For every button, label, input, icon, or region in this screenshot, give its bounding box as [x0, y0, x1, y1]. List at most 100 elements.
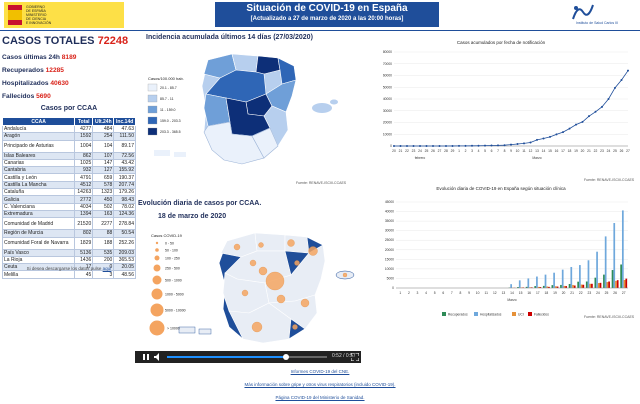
data-point [516, 143, 519, 146]
x-tick-label: 8 [504, 149, 506, 153]
bar [577, 281, 580, 288]
map2-title: Evolución diaria de casos por CCAA. [138, 200, 262, 207]
spain-incidence-map: Casos/100.000 hab. 20.1 - 85.7 85.7 - 11… [147, 53, 338, 165]
pause-icon[interactable] [141, 352, 151, 362]
volume-icon[interactable] [153, 352, 163, 362]
y-tick-label: 70000 [383, 62, 392, 66]
data-point [464, 144, 467, 147]
cell-total: 1829 [74, 236, 94, 250]
cell-ult24h: 502 [92, 202, 115, 211]
bar [594, 277, 597, 288]
map1-source: Fuente: RENAVE-ISCIII-CCAES [296, 181, 347, 185]
svg-text:203.3 - 365.5: 203.3 - 365.5 [160, 130, 181, 134]
bar [565, 286, 567, 288]
cell-ccaa: Aragón [1, 132, 76, 141]
table-row: Ceuta 17 0 20.05 [1, 263, 136, 272]
cell-inc14d: 365.53 [113, 255, 136, 265]
cell-total: 4277 [74, 124, 94, 134]
y-tick-label: 40000 [385, 210, 394, 214]
link-informes-cne[interactable]: Informes COVID-19 del CNE. [290, 369, 350, 374]
cell-ccaa: Canarias [1, 158, 76, 168]
cell-ult24h: 147 [92, 158, 115, 168]
x-tick-label: 20 [392, 149, 396, 153]
bar [623, 279, 626, 288]
fullscreen-icon[interactable] [351, 353, 359, 361]
cell-ult24h: 254 [92, 132, 115, 141]
legend-swatch [474, 312, 478, 316]
data-point [432, 145, 434, 147]
bar [615, 280, 617, 288]
cell-ccaa: Andalucía [1, 124, 76, 134]
data-point [425, 145, 428, 147]
bar [606, 282, 609, 288]
link-ministerio-sanidad[interactable]: Página COVID-19 del Ministerio de Sanida… [275, 395, 365, 400]
x-tick-label: 18 [545, 291, 549, 295]
x-tick-label: 26 [620, 149, 624, 153]
y-tick-label: 40000 [383, 97, 392, 101]
cell-total: 4512 [74, 180, 94, 190]
cell-ccaa: Castilla La Mancha [1, 180, 76, 190]
table-row: Canarias 1025 147 43.42 [1, 158, 136, 168]
x-tick-label: 25 [425, 149, 429, 153]
svg-text:0 - 50: 0 - 50 [165, 242, 174, 246]
y-tick-label: 25000 [385, 238, 394, 242]
table-header-row: CCAA Total Ult.24h Inc.14d [1, 117, 136, 126]
bar [587, 260, 590, 288]
table-body: Andalucía 4277 484 47.63 Aragón 1592 254 111.50… [1, 124, 136, 279]
bar [570, 266, 573, 288]
cell-inc14d: 179.26 [113, 188, 136, 197]
progress-handle[interactable] [283, 354, 289, 360]
bar [548, 286, 550, 288]
x-tick-label: 12 [493, 291, 497, 295]
x-tick-label: 20 [581, 149, 585, 153]
y-tick-label: 10000 [383, 132, 392, 136]
x-tick-label: 14 [542, 149, 546, 153]
cell-inc14d: 155.92 [113, 166, 136, 175]
cell-ult24h: 3 [92, 270, 115, 279]
svg-text:159.0 - 203.3: 159.0 - 203.3 [160, 119, 181, 123]
x-tick-label: 26 [613, 291, 617, 295]
cell-inc14d: 78.02 [113, 202, 136, 211]
y-tick-label: 45000 [385, 200, 394, 204]
incidence-map: Casos/100.000 hab. 20.1 - 85.7 85.7 - 11… [146, 46, 360, 180]
table-row: Principado de Asturias 1004 104 89.17 [1, 139, 136, 153]
data-point [484, 144, 486, 147]
table-row: La Rioja 1436 200 365.53 [1, 255, 136, 265]
casos-24h: Casos últimas 24h 8189 [2, 54, 77, 61]
y-tick-label: 0 [392, 286, 394, 290]
bar [582, 284, 585, 288]
table-row: Islas Baleares 862 107 72.56 [1, 151, 136, 160]
bar [542, 285, 545, 288]
svg-text:Casos COVID-19: Casos COVID-19 [151, 233, 183, 238]
x-tick-label: 24 [607, 149, 611, 153]
isciii-logo-icon [572, 4, 594, 20]
cell-ult24h: 1323 [92, 188, 115, 197]
data-point [536, 138, 538, 141]
data-point [581, 120, 584, 123]
x-tick-label: 24 [418, 149, 422, 153]
x-tick-label: 21 [587, 149, 591, 153]
link-gripe-virus[interactable]: Más información sobre gripe y otros viru… [244, 382, 396, 387]
x-tick-label: 15 [519, 291, 523, 295]
bar [560, 284, 562, 288]
svg-text:85.7 - 11: 85.7 - 11 [160, 97, 174, 101]
x-tick-label: 21 [399, 149, 403, 153]
data-point [620, 78, 623, 81]
download-link[interactable]: aquí [102, 266, 112, 271]
cell-ccaa: Cataluña [1, 188, 76, 197]
svg-text:250 - 500: 250 - 500 [165, 267, 180, 271]
isciii-logo: Instituto de Salud Carlos III [570, 2, 636, 28]
bar [580, 284, 583, 288]
table-row: Cataluña 14263 1323 179.26 [1, 188, 136, 197]
video-player[interactable]: 0:52 / 0:57 [135, 351, 361, 363]
bar [625, 278, 628, 288]
cell-total: 932 [74, 166, 94, 175]
legend-swatch [528, 312, 532, 316]
x-tick-label: 23 [587, 291, 591, 295]
cell-ccaa: La Rioja [1, 255, 76, 265]
x-tick-label: 14 [510, 291, 514, 295]
x-tick-label: 4 [478, 149, 480, 153]
data-point [607, 98, 610, 100]
cell-ccaa: Castilla y León [1, 173, 76, 182]
table-row: Melilla 45 3 48.56 [1, 270, 136, 279]
